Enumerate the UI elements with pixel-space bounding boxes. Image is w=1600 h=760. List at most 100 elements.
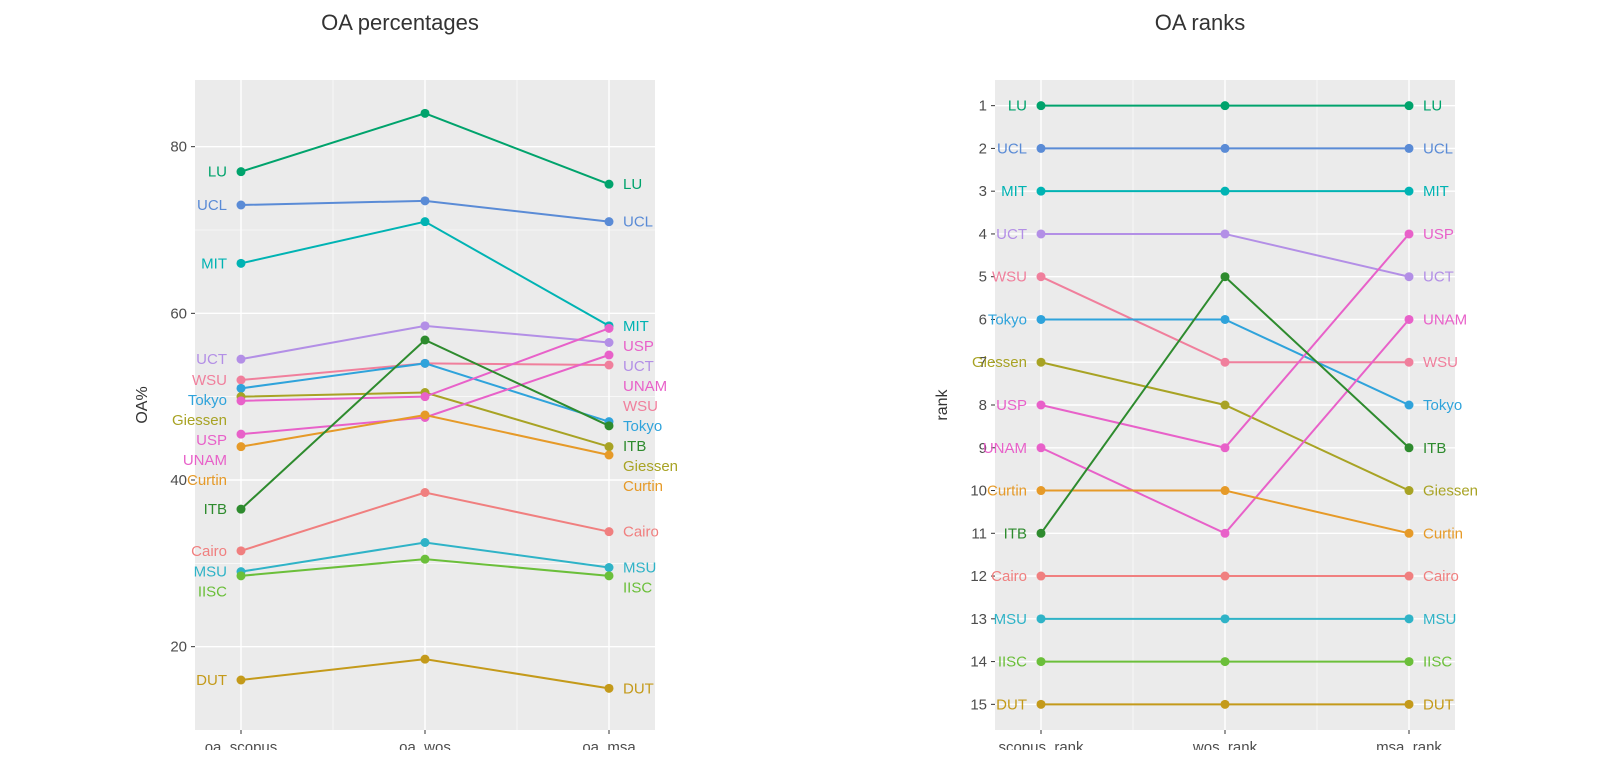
right-title: OA ranks	[810, 10, 1590, 36]
series-point-Tokyo	[1037, 315, 1046, 324]
series-label-right-Tokyo: Tokyo	[623, 418, 662, 435]
series-label-left-Cairo: Cairo	[991, 568, 1027, 585]
series-point-Tokyo	[421, 359, 430, 368]
series-point-USP	[1405, 229, 1414, 238]
series-label-right-MSU: MSU	[1423, 611, 1456, 628]
series-label-right-UCT: UCT	[1423, 269, 1454, 286]
series-point-UCL	[1037, 144, 1046, 153]
series-label-left-WSU: WSU	[992, 269, 1027, 286]
series-label-right-UCT: UCT	[623, 358, 654, 375]
series-point-UCT	[237, 355, 246, 364]
series-point-Tokyo	[1221, 315, 1230, 324]
series-point-WSU	[1221, 358, 1230, 367]
series-label-right-Giessen: Giessen	[623, 458, 678, 475]
series-point-UNAM	[1037, 443, 1046, 452]
series-point-UNAM	[605, 351, 614, 360]
y-tick-label: 11	[971, 525, 987, 542]
right-panel: OA ranks 123456789101112131415scopus_ran…	[810, 10, 1590, 750]
y-tick-label: 15	[970, 696, 987, 713]
y-tick-label: 3	[979, 183, 987, 200]
series-label-left-USP: USP	[996, 397, 1027, 414]
y-tick-label: 10	[970, 483, 987, 500]
series-label-right-MIT: MIT	[1423, 183, 1449, 200]
series-point-WSU	[605, 361, 614, 370]
series-point-LU	[605, 180, 614, 189]
series-label-left-UCT: UCT	[996, 226, 1027, 243]
series-label-left-ITB: ITB	[1004, 525, 1027, 542]
series-point-Cairo	[421, 488, 430, 497]
x-tick-label: msa_rank	[1376, 739, 1442, 750]
series-label-right-UNAM: UNAM	[1423, 311, 1467, 328]
y-tick-label: 60	[170, 305, 187, 322]
series-label-right-USP: USP	[623, 338, 654, 355]
series-label-right-DUT: DUT	[623, 680, 654, 697]
y-tick-label: 8	[979, 397, 987, 414]
series-label-left-DUT: DUT	[996, 696, 1027, 713]
series-point-Cairo	[1221, 572, 1230, 581]
y-tick-label: 4	[979, 226, 987, 243]
series-point-DUT	[237, 676, 246, 685]
left-panel: OA percentages 20406080oa_scopusoa_wosoa…	[10, 10, 790, 750]
series-label-right-Giessen: Giessen	[1423, 483, 1478, 500]
series-point-UCT	[421, 321, 430, 330]
series-label-left-Tokyo: Tokyo	[988, 311, 1027, 328]
series-label-right-ITB: ITB	[1423, 440, 1446, 457]
x-tick-label: oa_msa	[582, 739, 636, 750]
series-point-DUT	[1037, 700, 1046, 709]
series-label-right-MSU: MSU	[623, 560, 656, 577]
series-point-ITB	[421, 336, 430, 345]
left-title: OA percentages	[10, 10, 790, 36]
series-point-UNAM	[237, 430, 246, 439]
series-point-MSU	[1405, 614, 1414, 623]
series-label-right-MIT: MIT	[623, 318, 649, 335]
series-label-left-USP: USP	[196, 432, 227, 449]
series-label-left-DUT: DUT	[196, 672, 227, 689]
series-point-Curtin	[1405, 529, 1414, 538]
series-point-LU	[1221, 101, 1230, 110]
series-label-right-DUT: DUT	[1423, 696, 1454, 713]
series-label-right-Cairo: Cairo	[1423, 568, 1459, 585]
series-point-DUT	[1221, 700, 1230, 709]
series-label-left-UCL: UCL	[197, 197, 227, 214]
series-label-left-LU: LU	[1008, 98, 1027, 115]
series-point-IISC	[237, 571, 246, 580]
series-point-DUT	[605, 684, 614, 693]
series-point-USP	[1037, 401, 1046, 410]
series-point-Cairo	[1037, 572, 1046, 581]
series-point-USP	[605, 324, 614, 333]
series-point-IISC	[605, 571, 614, 580]
series-label-right-ITB: ITB	[623, 438, 646, 455]
series-label-right-UCL: UCL	[1423, 140, 1453, 157]
series-point-DUT	[421, 655, 430, 664]
series-point-WSU	[1405, 358, 1414, 367]
series-label-left-Curtin: Curtin	[187, 472, 227, 489]
x-tick-label: wos_rank	[1192, 739, 1258, 750]
y-tick-label: 1	[979, 98, 987, 115]
x-tick-label: oa_wos	[399, 739, 451, 750]
series-label-left-UCL: UCL	[997, 140, 1027, 157]
series-label-right-Tokyo: Tokyo	[1423, 397, 1462, 414]
series-label-right-IISC: IISC	[1423, 654, 1452, 671]
series-point-LU	[421, 109, 430, 118]
series-point-MIT	[1037, 187, 1046, 196]
series-point-LU	[1037, 101, 1046, 110]
series-label-right-LU: LU	[1423, 98, 1442, 115]
y-tick-label: 12	[970, 568, 987, 585]
series-point-Cairo	[237, 546, 246, 555]
series-label-left-ITB: ITB	[204, 501, 227, 518]
series-point-Curtin	[237, 442, 246, 451]
series-label-left-UNAM: UNAM	[983, 440, 1027, 457]
series-label-right-Curtin: Curtin	[1423, 525, 1463, 542]
series-point-Tokyo	[1405, 401, 1414, 410]
y-tick-label: 40	[170, 472, 187, 489]
y-tick-label: 6	[979, 311, 987, 328]
series-label-right-WSU: WSU	[623, 398, 658, 415]
series-label-right-IISC: IISC	[623, 580, 652, 597]
series-point-Giessen	[1405, 486, 1414, 495]
series-point-Giessen	[605, 442, 614, 451]
series-label-left-Cairo: Cairo	[191, 543, 227, 560]
series-point-UNAM	[1221, 529, 1230, 538]
y-axis-title: OA%	[134, 386, 151, 423]
series-point-Giessen	[1221, 401, 1230, 410]
series-label-left-MIT: MIT	[201, 255, 227, 272]
